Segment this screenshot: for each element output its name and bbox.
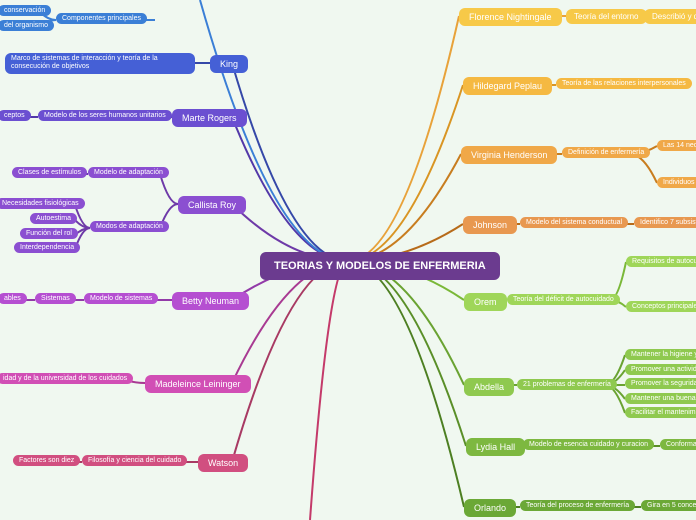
node-neuman-2: Sistemas bbox=[35, 293, 76, 304]
node-henderson-1: Definición de enfermería bbox=[562, 147, 650, 158]
node-henderson-2: Las 14 nece bbox=[657, 140, 696, 151]
node-henderson: Virginia Henderson bbox=[461, 146, 557, 164]
node-watson: Watson bbox=[198, 454, 248, 472]
node-nightingale: Florence Nightingale bbox=[459, 8, 562, 26]
node-johnson-1: Modelo del sistema conductual bbox=[520, 217, 628, 228]
node-rogers-1: Modelo de los seres humanos unitarios bbox=[38, 110, 172, 121]
node-hall-1: Modelo de esencia cuidado y curacion bbox=[523, 439, 654, 450]
node-roy-2: Clases de estímulos bbox=[12, 167, 87, 178]
node-watson-1: Filosofía y ciencia del cuidado bbox=[82, 455, 187, 466]
node-orlando-1: Teoría del proceso de enfermería bbox=[520, 500, 635, 511]
node-roy-1: Modelo de adaptación bbox=[88, 167, 169, 178]
node-hall: Lydia Hall bbox=[466, 438, 525, 456]
node-roy-3: Modos de adaptación bbox=[90, 221, 169, 232]
node-roy-7: Interdependencia bbox=[14, 242, 80, 253]
node-hall-2: Conforman bbox=[660, 439, 696, 450]
node-roy-5: Autoestima bbox=[30, 213, 77, 224]
node-leininger-1: idad y de la universidad de los cuidados bbox=[0, 373, 133, 384]
node-abdella-4: Promover la seguridad bbox=[625, 378, 696, 389]
node-nightingale-2: Describió y def bbox=[644, 9, 696, 24]
node-johnson-2: Identifico 7 subsist bbox=[634, 217, 696, 228]
node-watson-2: Factores son diez bbox=[13, 455, 80, 466]
node-rogers-2: ceptos bbox=[0, 110, 31, 121]
center-node: TEORIAS Y MODELOS DE ENFERMERIA bbox=[260, 252, 500, 280]
node-king-1: Marco de sistemas de interacción y teorí… bbox=[5, 53, 195, 74]
node-top-3: del organismo bbox=[0, 20, 54, 31]
node-neuman: Betty Neuman bbox=[172, 292, 249, 310]
node-king: King bbox=[210, 55, 248, 73]
node-orem-3: Conceptos principales bbox=[626, 301, 696, 312]
node-orem-2: Requisitos de autocui bbox=[626, 256, 696, 267]
node-abdella-6: Facilitar el mantenimi bbox=[625, 407, 696, 418]
node-leininger: Madeleince Leininger bbox=[145, 375, 251, 393]
node-roy-4: Necesidades fisiológicas bbox=[0, 198, 85, 209]
node-neuman-3: ables bbox=[0, 293, 27, 304]
node-orem: Orem bbox=[464, 293, 507, 311]
node-abdella-1: 21 problemas de enfermería bbox=[517, 379, 617, 390]
node-roy: Callista Roy bbox=[178, 196, 246, 214]
node-nightingale-1: Teoría del entorno bbox=[566, 9, 647, 24]
node-top-1: conservación bbox=[0, 5, 51, 16]
node-abdella: Abdella bbox=[464, 378, 514, 396]
node-orem-1: Teoría del déficit de autocuidado bbox=[507, 294, 620, 305]
node-neuman-1: Modelo de sistemas bbox=[84, 293, 158, 304]
node-henderson-3: Individuos q bbox=[657, 177, 696, 188]
node-rogers: Marte Rogers bbox=[172, 109, 247, 127]
node-top-2: Componentes principales bbox=[56, 13, 147, 24]
node-orlando: Orlando bbox=[464, 499, 516, 517]
node-orlando-2: Gira en 5 concep bbox=[641, 500, 696, 511]
node-roy-6: Función del rol bbox=[20, 228, 78, 239]
node-abdella-2: Mantener la higiene y c bbox=[625, 349, 696, 360]
node-johnson: Johnson bbox=[463, 216, 517, 234]
node-abdella-3: Promover una activid bbox=[625, 364, 696, 375]
node-peplau-1: Teoría de las relaciones interpersonales bbox=[556, 78, 692, 89]
node-abdella-5: Mantener una buena m bbox=[625, 393, 696, 404]
node-peplau: Hildegard Peplau bbox=[463, 77, 552, 95]
